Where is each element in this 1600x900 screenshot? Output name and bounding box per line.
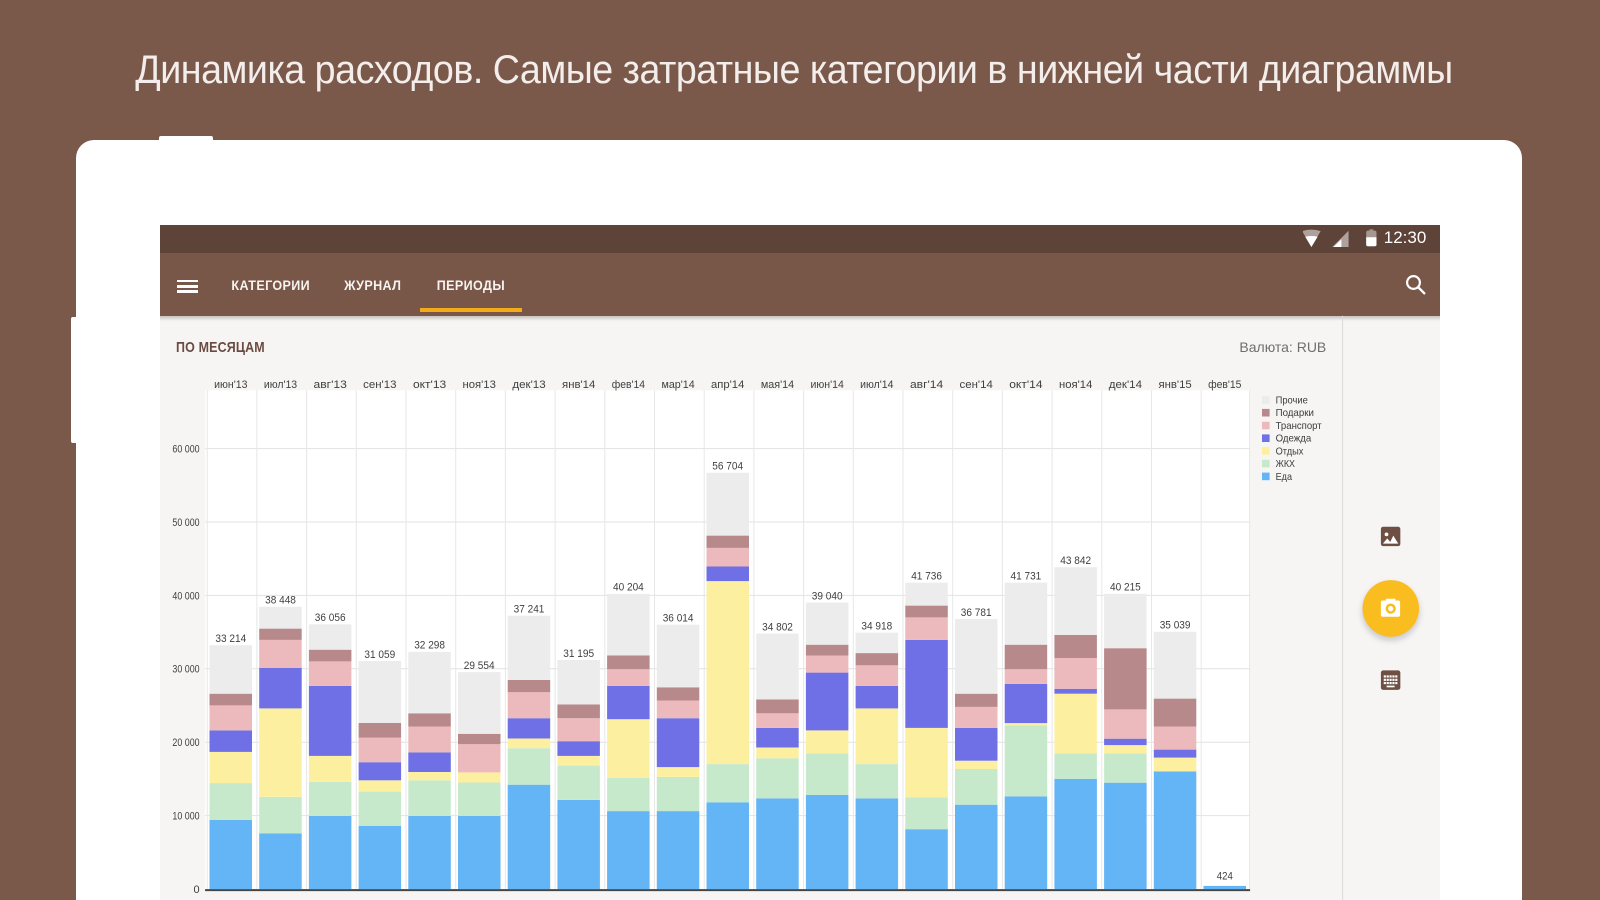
svg-text:дек'13: дек'13 [513,379,546,391]
svg-text:40 215: 40 215 [1110,582,1141,594]
svg-text:34 918: 34 918 [862,621,893,633]
svg-text:38 448: 38 448 [265,595,296,607]
svg-text:авг'13: авг'13 [314,379,347,391]
svg-text:янв'14: янв'14 [562,379,595,391]
svg-text:424: 424 [1217,871,1233,883]
svg-text:дек'14: дек'14 [1109,379,1142,391]
svg-text:Подарки: Подарки [1276,407,1314,419]
svg-text:41 731: 41 731 [1011,571,1042,583]
svg-text:сен'14: сен'14 [960,379,993,391]
svg-text:мая'14: мая'14 [761,379,794,391]
svg-text:32 298: 32 298 [415,640,446,652]
svg-text:40 000: 40 000 [173,590,200,602]
svg-text:41 736: 41 736 [912,571,943,583]
svg-text:янв'15: янв'15 [1159,379,1192,391]
svg-text:окт'14: окт'14 [1010,379,1043,391]
svg-text:34 802: 34 802 [762,622,793,634]
svg-text:Одежда: Одежда [1276,433,1312,445]
svg-text:Транспорт: Транспорт [1276,420,1322,432]
svg-text:33 214: 33 214 [216,633,247,645]
svg-text:39 040: 39 040 [812,590,843,602]
svg-text:35 039: 35 039 [1160,620,1191,632]
svg-text:авг'14: авг'14 [910,379,943,391]
svg-text:36 056: 36 056 [315,612,346,624]
svg-text:60 000: 60 000 [173,444,200,456]
svg-text:Отдых: Отдых [1276,445,1304,457]
svg-text:37 241: 37 241 [514,604,545,616]
svg-text:31 059: 31 059 [365,649,396,661]
svg-text:31 195: 31 195 [564,648,595,660]
svg-text:фев'15: фев'15 [1209,379,1242,391]
svg-text:ЖКХ: ЖКХ [1276,458,1295,470]
svg-text:июл'13: июл'13 [264,379,297,391]
svg-text:36 781: 36 781 [961,607,992,619]
svg-text:40 204: 40 204 [613,582,644,594]
svg-text:апр'14: апр'14 [711,379,744,391]
svg-text:июл'14: июл'14 [861,379,894,391]
svg-text:29 554: 29 554 [464,660,495,672]
svg-text:Прочие: Прочие [1276,395,1308,407]
svg-text:июн'14: июн'14 [811,379,844,391]
svg-text:30 000: 30 000 [173,664,200,676]
svg-text:окт'13: окт'13 [413,379,446,391]
svg-text:43 842: 43 842 [1061,555,1092,567]
svg-text:мар'14: мар'14 [662,379,695,391]
svg-text:июн'13: июн'13 [215,379,248,391]
svg-text:0: 0 [194,884,200,896]
svg-text:36 014: 36 014 [663,613,694,625]
svg-text:сен'13: сен'13 [364,379,397,391]
svg-text:56 704: 56 704 [713,461,744,473]
svg-text:Еда: Еда [1276,471,1293,483]
svg-text:ноя'13: ноя'13 [463,379,496,391]
svg-text:10 000: 10 000 [173,811,200,823]
svg-text:фев'14: фев'14 [612,379,645,391]
svg-text:20 000: 20 000 [173,737,200,749]
svg-text:50 000: 50 000 [173,517,200,529]
svg-text:ноя'14: ноя'14 [1059,379,1092,391]
